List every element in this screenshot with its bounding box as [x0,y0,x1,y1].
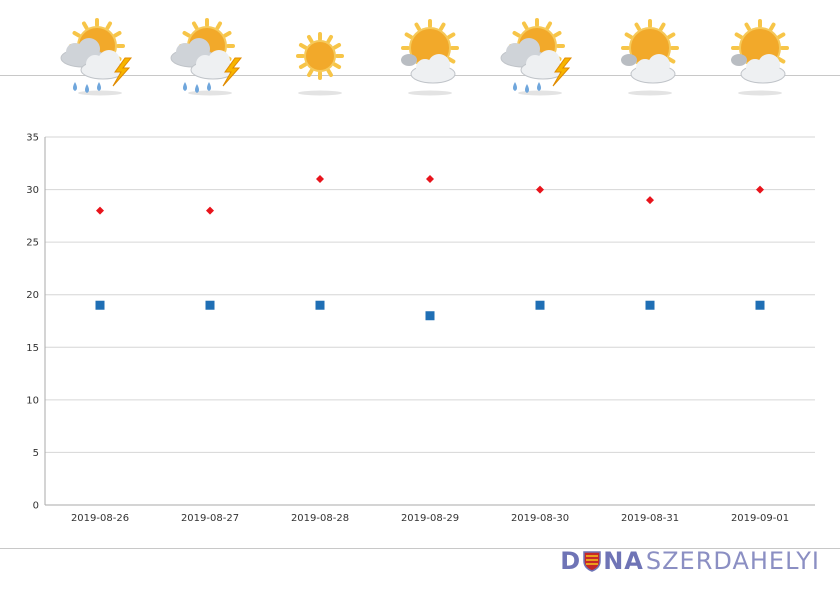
max-temp-point [96,206,104,215]
min-temp-point [205,300,215,310]
coat-of-arms-icon [583,550,601,572]
logo-letters-szerdahelyi: SZERDAHELYI [645,547,820,575]
y-tick-label: 10 [26,395,39,406]
sun-cloud-rain-thunder-icon [55,18,145,100]
x-tick-label: 2019-08-26 [71,513,129,524]
chart-svg: 0 5 10 15 20 25 30 35 2019-08-26 2019-08-27 2019-0… [26,133,815,524]
x-tick-label: 2019-08-29 [401,513,459,524]
x-tick-label: 2019-08-31 [621,513,679,524]
x-tick-label: 2019-08-27 [181,513,239,524]
y-tick-label: 0 [33,501,39,512]
temperature-chart: 0 5 10 15 20 25 30 35 2019-08-26 2019-08-27 2019-0… [0,120,840,530]
max-temp-point [316,175,324,184]
weather-icon-row [0,0,840,100]
x-tick-label: 2019-09-01 [731,513,789,524]
sun-cloud-icon [715,18,805,100]
max-temp-point [756,185,764,194]
footer-divider [0,548,840,549]
min-temp-point [315,300,325,310]
max-temp-point [206,206,214,215]
x-tick-label: 2019-08-30 [511,513,569,524]
sun-cloud-rain-thunder-icon [165,18,255,100]
y-tick-label: 25 [26,238,39,249]
y-tick-label: 35 [26,133,39,144]
y-tick-label: 15 [26,343,39,354]
sun-cloud-rain-thunder-icon [495,18,585,100]
logo-letter-d: D [560,547,582,575]
y-tick-label: 5 [33,448,39,459]
min-temp-point [535,300,545,310]
min-temp-point [755,300,765,310]
logo-letters-na: NA [603,547,644,575]
max-temp-point [426,175,434,184]
sun-cloud-icon [385,18,475,100]
max-temp-point [536,185,544,194]
min-temp-point [645,300,655,310]
site-logo[interactable]: D NA SZERDAHELYI [560,544,820,578]
sun-icon [275,18,365,100]
max-temp-point [646,196,654,205]
x-tick-label: 2019-08-28 [291,513,349,524]
min-temp-point [425,311,435,321]
sun-cloud-icon [605,18,695,100]
y-tick-label: 30 [26,185,39,196]
min-temp-point [95,300,105,310]
y-tick-label: 20 [26,290,39,301]
